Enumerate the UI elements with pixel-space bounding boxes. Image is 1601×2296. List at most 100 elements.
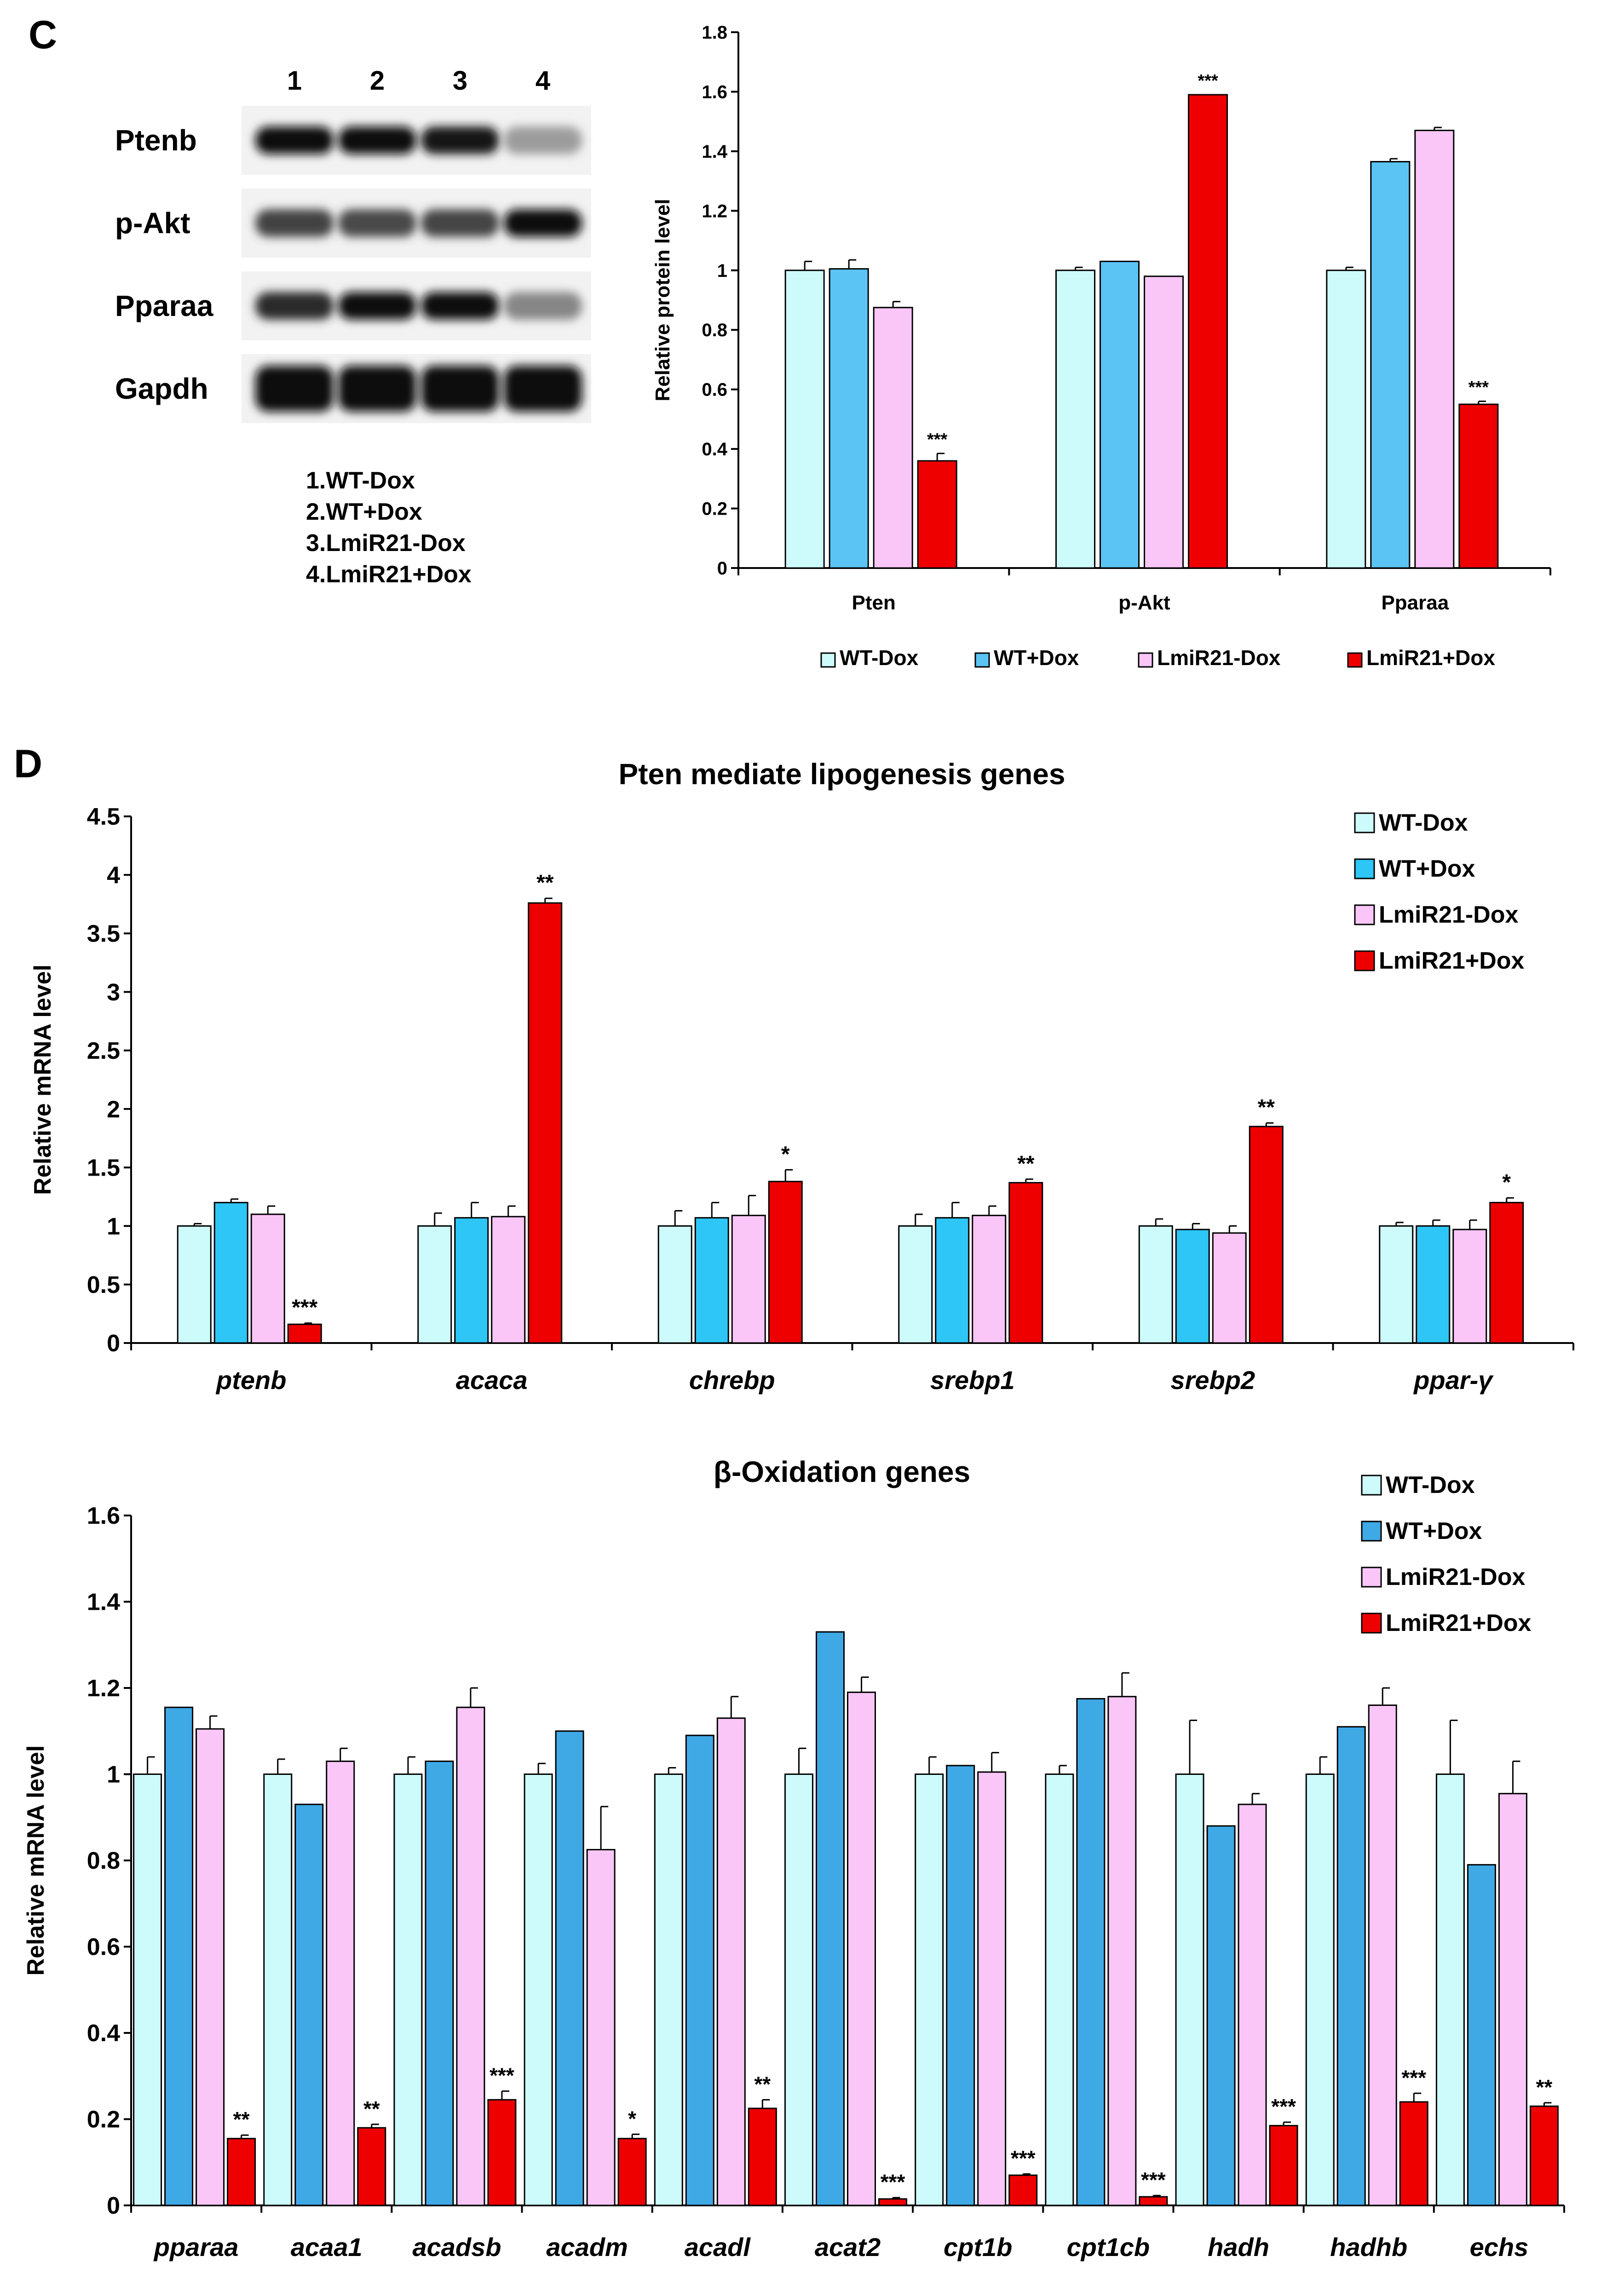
bar-lmir21-dox — [1238, 1803, 1267, 2206]
y-tick-label: 2.5 — [87, 1038, 120, 1064]
category-label: p-Akt — [1118, 591, 1170, 614]
bar-lmir21-dox — [287, 1323, 322, 1344]
category-label: srebp2 — [1170, 1366, 1255, 1395]
bar-wt-dox — [1045, 1774, 1074, 2206]
blot-row-label: p-Akt — [115, 207, 190, 240]
category-label: ppar-γ — [1413, 1366, 1494, 1395]
category-label: acaa1 — [291, 2233, 363, 2262]
y-tick-label: 3 — [107, 979, 120, 1006]
bar-wt-dox — [417, 1225, 452, 1344]
panel-c-label: C — [29, 13, 57, 57]
category-label: Pten — [852, 591, 895, 614]
bar-lmir21-dox — [227, 2138, 256, 2206]
significance-label: *** — [1198, 71, 1218, 91]
y-tick-label: 3.5 — [87, 921, 120, 947]
blot-band — [338, 209, 416, 237]
significance-label: ** — [233, 2107, 250, 2131]
bar-wt-dox — [1435, 1774, 1465, 2206]
bar-wt-dox — [1100, 260, 1140, 569]
bar-wt-dox — [1326, 270, 1366, 569]
category-label: hadh — [1208, 2233, 1269, 2262]
blot-band — [421, 209, 499, 237]
blot-band — [255, 292, 334, 320]
bar-wt-dox — [915, 1774, 944, 2206]
bar-lmir21-dox — [1452, 1228, 1487, 1344]
bar-wt-dox — [784, 270, 825, 569]
bar-lmir21-dox — [977, 1771, 1007, 2206]
bar-wt-dox — [1467, 1864, 1496, 2206]
y-axis-label: Relative mRNA level — [23, 1745, 49, 1976]
bar-lmir21-dox — [1008, 2174, 1038, 2206]
bar-lmir21-dox — [1269, 2125, 1298, 2206]
bar-lmir21-dox — [586, 1849, 616, 2206]
significance-label: ** — [1536, 2075, 1553, 2099]
bar-wt-dox — [1379, 1225, 1414, 1344]
legend-swatch — [1361, 1521, 1382, 1542]
bar-wt-dox — [935, 1217, 970, 1344]
bar-wt-dox — [694, 1217, 729, 1344]
y-tick-label: 0.5 — [87, 1272, 120, 1298]
blot-band — [255, 366, 334, 412]
bar-wt-dox — [784, 1774, 813, 2206]
category-label: srebp1 — [930, 1366, 1015, 1395]
legend-label: LmiR21+Dox — [1386, 1610, 1532, 1636]
bar-lmir21-dox — [731, 1215, 766, 1344]
bar-wt-dox — [654, 1774, 683, 2206]
blot-band — [504, 292, 582, 320]
legend-label: WT+Dox — [994, 646, 1079, 670]
y-tick-label: 1.2 — [702, 201, 727, 221]
bar-wt-dox — [1175, 1228, 1210, 1344]
legend-swatch — [974, 652, 990, 668]
blot-legend-item: 3.LmiR21-Dox — [306, 530, 466, 557]
legend-swatch — [1361, 1475, 1382, 1496]
y-tick-label: 0.2 — [702, 499, 727, 519]
legend-label: LmiR21-Dox — [1379, 901, 1518, 928]
y-tick-label: 4.5 — [87, 804, 120, 830]
y-tick-label: 0.8 — [87, 1848, 120, 1874]
y-axis-label: Relative mRNA level — [29, 964, 56, 1195]
category-label: cpt1b — [944, 2233, 1012, 2262]
bar-wt-dox — [425, 1760, 454, 2206]
y-tick-label: 1 — [107, 1213, 120, 1240]
significance-label: ** — [754, 2072, 771, 2096]
bar-wt-dox — [524, 1774, 553, 2206]
y-tick-label: 1 — [107, 1762, 120, 1788]
bar-lmir21-dox — [1489, 1202, 1524, 1344]
bar-lmir21-dox — [456, 1706, 485, 2206]
bar-lmir21-dox — [847, 1691, 876, 2206]
lipogenesis-chart: Pten mediate lipogenesis genes Relative m… — [29, 758, 1574, 1395]
blot-lane-legend: 1.WT-Dox 2.WT+Dox 3.LmiR21-Dox 4.LmiR21+Dox — [306, 467, 472, 588]
significance-label: *** — [1271, 2095, 1296, 2118]
bar-lmir21-dox — [878, 2198, 907, 2206]
legend-label: LmiR21-Dox — [1157, 646, 1281, 670]
category-label: hadhb — [1330, 2233, 1407, 2262]
significance-label: ** — [1258, 1096, 1275, 1120]
y-tick-label: 1 — [717, 261, 727, 281]
legend-swatch — [1361, 1567, 1382, 1588]
bar-lmir21-dox — [196, 1728, 225, 2206]
bar-wt-dox — [213, 1202, 248, 1344]
bar-wt-dox — [946, 1765, 975, 2206]
legend-label: WT-Dox — [1379, 809, 1468, 836]
bar-lmir21-dox — [768, 1181, 803, 1344]
bar-wt-dox — [816, 1631, 845, 2206]
oxidation-chart: β-Oxidation genes Relative mRNA level 0 0.2… — [23, 1455, 1565, 2262]
blot-band — [338, 292, 416, 320]
blot-legend-item: 2.WT+Dox — [306, 499, 422, 525]
blot-band — [421, 292, 499, 320]
legend-label: WT+Dox — [1386, 1518, 1482, 1544]
bar-lmir21-dox — [250, 1213, 285, 1344]
significance-label: *** — [490, 2064, 514, 2088]
lane-number: 1 — [287, 66, 302, 96]
protein-chart: Relative protein level 0 0.2 0.4 0.6 0.8 1 1.2 1… — [651, 23, 1551, 670]
significance-label: ** — [536, 871, 554, 895]
legend-label: LmiR21+Dox — [1366, 646, 1495, 670]
legend-swatch — [1347, 652, 1363, 668]
legend-swatch — [1138, 652, 1153, 668]
category-label: acadm — [546, 2233, 628, 2262]
y-tick-label: 1.8 — [702, 23, 727, 43]
bar-lmir21-dox — [1529, 2105, 1559, 2206]
legend-swatch — [1361, 1613, 1382, 1634]
bar-wt-dox — [164, 1706, 194, 2206]
